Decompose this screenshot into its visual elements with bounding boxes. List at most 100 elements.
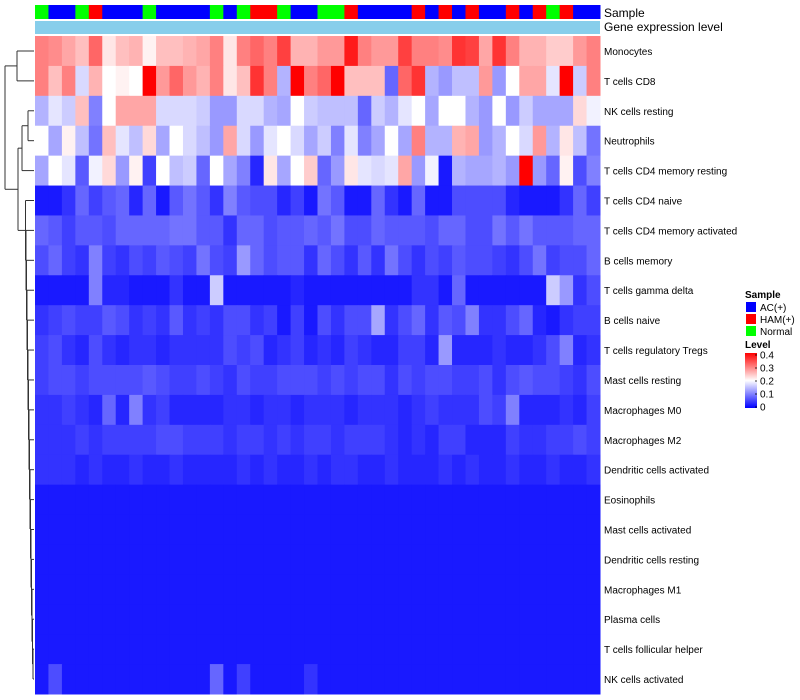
heatmap-cell bbox=[48, 65, 63, 97]
heatmap-cell bbox=[290, 95, 305, 127]
heatmap-cell bbox=[519, 305, 534, 336]
heatmap-cell bbox=[492, 305, 507, 336]
heatmap-cell bbox=[384, 155, 399, 187]
heatmap-cell bbox=[519, 245, 534, 276]
row-label: T cells gamma delta bbox=[604, 286, 694, 297]
heatmap-cell bbox=[317, 604, 332, 635]
heatmap-cell bbox=[48, 514, 63, 545]
heatmap-cell bbox=[142, 215, 157, 246]
heatmap-cell bbox=[263, 574, 278, 605]
heatmap-cell bbox=[290, 245, 305, 276]
row-label: T cells follicular helper bbox=[604, 645, 703, 656]
heatmap-cell bbox=[452, 424, 466, 456]
heatmap-cell bbox=[236, 634, 251, 665]
heatmap-cell bbox=[519, 514, 534, 545]
heatmap-cell bbox=[61, 335, 76, 366]
heatmap-cell bbox=[61, 36, 76, 67]
heatmap-cell bbox=[304, 365, 318, 396]
heatmap-cell bbox=[156, 65, 171, 97]
heatmap-cell bbox=[398, 185, 413, 216]
heatmap-cell bbox=[438, 125, 453, 157]
heatmap-cell bbox=[357, 454, 372, 486]
heatmap-cell bbox=[492, 65, 507, 97]
heatmap-cell bbox=[48, 424, 63, 456]
heatmap-cell bbox=[532, 125, 547, 157]
heatmap-cell bbox=[250, 514, 265, 545]
heatmap-cell bbox=[209, 365, 224, 396]
heatmap-cell bbox=[209, 634, 224, 665]
heatmap-cell bbox=[384, 185, 399, 216]
heatmap-cell bbox=[478, 484, 493, 516]
heatmap-cell bbox=[75, 664, 90, 695]
heatmap-cell bbox=[492, 155, 507, 187]
heatmap-cell bbox=[75, 36, 90, 67]
heatmap-cell bbox=[182, 424, 197, 456]
heatmap-cell bbox=[290, 155, 305, 187]
heatmap-cell bbox=[546, 335, 561, 366]
heatmap-cell bbox=[559, 95, 574, 127]
legend-level-title: Level bbox=[745, 340, 771, 351]
heatmap-cell bbox=[586, 484, 601, 516]
heatmap-cell bbox=[304, 36, 318, 67]
sample-annotation-cell bbox=[425, 5, 440, 19]
heatmap-cell bbox=[411, 185, 426, 216]
heatmap-cell bbox=[156, 514, 171, 545]
heatmap-cell bbox=[317, 335, 332, 366]
heatmap-cell bbox=[142, 155, 157, 187]
heatmap-cell bbox=[196, 604, 211, 635]
heatmap-cell bbox=[142, 454, 157, 486]
heatmap-cell bbox=[102, 155, 117, 187]
heatmap-cell bbox=[196, 245, 211, 276]
heatmap-cell bbox=[182, 664, 197, 695]
heatmap-cell bbox=[102, 634, 117, 665]
heatmap-cell bbox=[425, 664, 440, 695]
heatmap-cell bbox=[290, 514, 305, 545]
row-label: Monocytes bbox=[604, 47, 652, 58]
heatmap-cell bbox=[196, 544, 211, 575]
heatmap-cell bbox=[88, 125, 103, 157]
heatmap-cell bbox=[250, 454, 265, 486]
heatmap-cell bbox=[35, 484, 49, 516]
heatmap-cell bbox=[182, 95, 197, 127]
heatmap-cell bbox=[559, 36, 574, 67]
heatmap-cell bbox=[263, 365, 278, 396]
heatmap-cell bbox=[61, 394, 76, 426]
heatmap-cell bbox=[196, 275, 211, 306]
heatmap-cell bbox=[236, 185, 251, 216]
heatmap-cell bbox=[129, 125, 144, 157]
heatmap-cell bbox=[88, 634, 103, 665]
heatmap-cell bbox=[505, 65, 520, 97]
row-label: T cells CD4 naive bbox=[604, 197, 683, 208]
heatmap-cell bbox=[250, 185, 265, 216]
heatmap-cell bbox=[48, 36, 63, 67]
heatmap-cell bbox=[546, 275, 561, 306]
heatmap-cell bbox=[586, 634, 601, 665]
heatmap-cell bbox=[196, 634, 211, 665]
sample-annotation-cell bbox=[438, 5, 453, 19]
row-label: Macrophages M1 bbox=[604, 585, 682, 596]
heatmap-cell bbox=[559, 574, 574, 605]
heatmap-cell bbox=[35, 544, 49, 575]
heatmap-cell bbox=[142, 185, 157, 216]
heatmap-cell bbox=[236, 125, 251, 157]
heatmap-cell bbox=[61, 634, 76, 665]
heatmap-cell bbox=[371, 155, 386, 187]
heatmap-cell bbox=[465, 514, 480, 545]
heatmap-cell bbox=[277, 574, 292, 605]
heatmap-cell bbox=[344, 394, 359, 426]
heatmap-cell bbox=[411, 65, 426, 97]
heatmap-cell bbox=[61, 185, 76, 216]
heatmap-cell bbox=[223, 514, 238, 545]
heatmap-cell bbox=[209, 36, 224, 67]
heatmap-cell bbox=[452, 664, 466, 695]
heatmap-cell bbox=[156, 574, 171, 605]
heatmap-cell bbox=[304, 424, 318, 456]
heatmap-cell bbox=[546, 664, 561, 695]
heatmap-cell bbox=[532, 544, 547, 575]
heatmap-cell bbox=[532, 36, 547, 67]
heatmap-cell bbox=[532, 155, 547, 187]
heatmap-cell bbox=[48, 604, 63, 635]
level-tick-label: 0.2 bbox=[760, 377, 774, 388]
heatmap-cell bbox=[573, 604, 588, 635]
heatmap-cell bbox=[546, 185, 561, 216]
